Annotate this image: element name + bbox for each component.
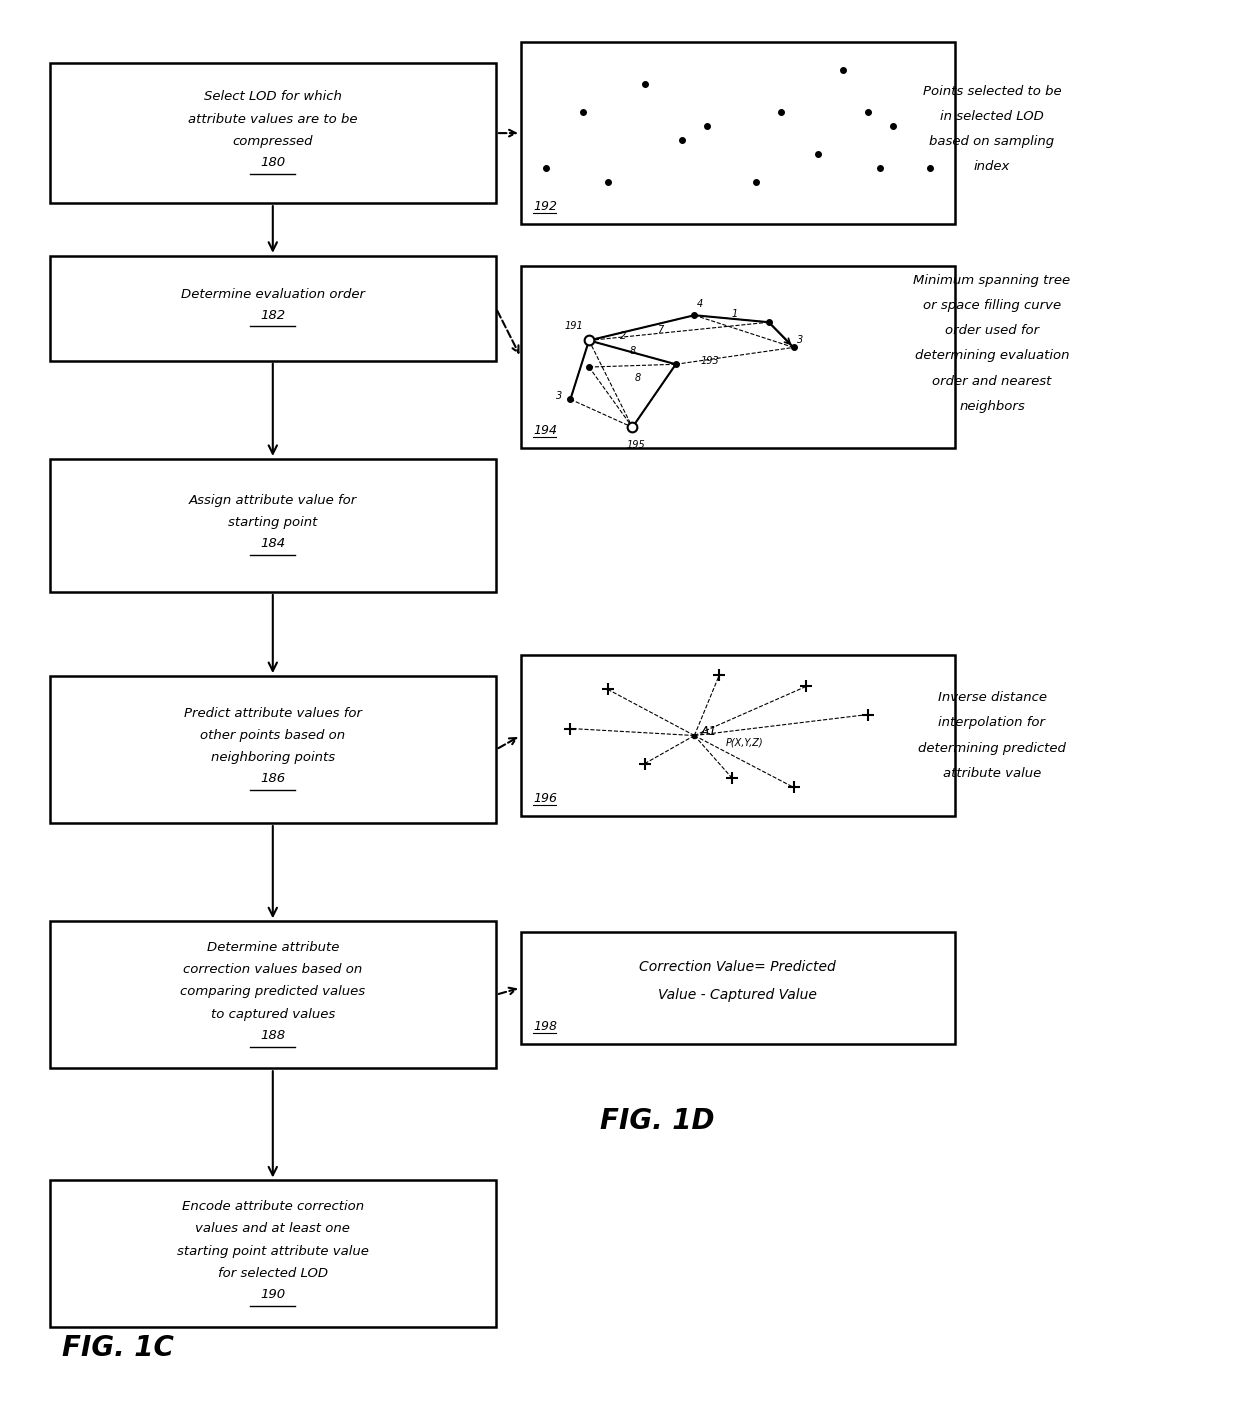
Text: 3: 3	[556, 391, 562, 401]
Text: 7: 7	[657, 325, 663, 335]
Text: Determine evaluation order: Determine evaluation order	[181, 287, 365, 301]
Text: 182: 182	[260, 308, 285, 322]
Text: for selected LOD: for selected LOD	[218, 1267, 327, 1281]
Text: compressed: compressed	[233, 134, 312, 149]
Text: 196: 196	[533, 792, 557, 804]
Bar	[521, 656, 955, 815]
Text: 1: 1	[732, 308, 738, 318]
Text: 184: 184	[260, 537, 285, 551]
Text: attribute values are to be: attribute values are to be	[188, 112, 357, 126]
Text: 194: 194	[533, 425, 557, 437]
Text: Inverse distance: Inverse distance	[937, 691, 1047, 705]
Bar	[521, 266, 955, 448]
Text: index: index	[973, 160, 1011, 174]
Text: neighbors: neighbors	[959, 399, 1025, 413]
Text: 4: 4	[697, 298, 703, 308]
Text: starting point attribute value: starting point attribute value	[177, 1244, 368, 1258]
Text: 8: 8	[630, 346, 636, 356]
Bar	[50, 460, 496, 593]
Bar	[50, 63, 496, 203]
Text: other points based on: other points based on	[200, 729, 346, 743]
Bar	[521, 932, 955, 1044]
Bar	[50, 922, 496, 1069]
Bar	[50, 256, 496, 361]
Text: 3: 3	[797, 335, 804, 345]
Text: FIG. 1D: FIG. 1D	[600, 1107, 714, 1135]
Text: in selected LOD: in selected LOD	[940, 109, 1044, 123]
Bar	[521, 42, 955, 224]
Text: interpolation for: interpolation for	[939, 716, 1045, 730]
Text: determining evaluation: determining evaluation	[915, 349, 1069, 363]
Text: 180: 180	[260, 156, 285, 170]
Text: based on sampling: based on sampling	[930, 134, 1054, 149]
Text: Select LOD for which: Select LOD for which	[203, 90, 342, 104]
Text: P(X,Y,Z): P(X,Y,Z)	[725, 737, 763, 748]
Text: Minimum spanning tree: Minimum spanning tree	[914, 273, 1070, 287]
Text: attribute value: attribute value	[942, 766, 1042, 780]
Text: determining predicted: determining predicted	[918, 741, 1066, 755]
Text: values and at least one: values and at least one	[196, 1222, 350, 1236]
Text: starting point: starting point	[228, 516, 317, 530]
Text: Encode attribute correction: Encode attribute correction	[182, 1199, 363, 1213]
Text: Assign attribute value for: Assign attribute value for	[188, 493, 357, 507]
Text: 195: 195	[626, 440, 645, 450]
Text: order and nearest: order and nearest	[932, 374, 1052, 388]
Text: Points selected to be: Points selected to be	[923, 84, 1061, 98]
Text: comparing predicted values: comparing predicted values	[180, 985, 366, 999]
Text: 198: 198	[533, 1020, 557, 1033]
Text: Determine attribute: Determine attribute	[207, 940, 339, 954]
Text: 8: 8	[635, 373, 641, 382]
Text: or space filling curve: or space filling curve	[923, 298, 1061, 312]
Text: 191: 191	[564, 321, 583, 331]
Text: A1: A1	[701, 724, 717, 738]
Bar	[50, 1180, 496, 1328]
Text: 192: 192	[533, 200, 557, 213]
Text: neighboring points: neighboring points	[211, 751, 335, 765]
Text: 190: 190	[260, 1288, 285, 1302]
Text: Value - Captured Value: Value - Captured Value	[658, 988, 817, 1002]
Text: 186: 186	[260, 772, 285, 786]
Text: order used for: order used for	[945, 324, 1039, 338]
Text: 2: 2	[620, 331, 626, 340]
Text: 188: 188	[260, 1028, 285, 1042]
Text: Predict attribute values for: Predict attribute values for	[184, 706, 362, 720]
Text: to captured values: to captured values	[211, 1007, 335, 1021]
Text: FIG. 1C: FIG. 1C	[62, 1334, 174, 1362]
Text: 193: 193	[701, 356, 719, 366]
Text: Correction Value= Predicted: Correction Value= Predicted	[640, 960, 836, 974]
Bar	[50, 677, 496, 824]
Text: correction values based on: correction values based on	[184, 962, 362, 976]
